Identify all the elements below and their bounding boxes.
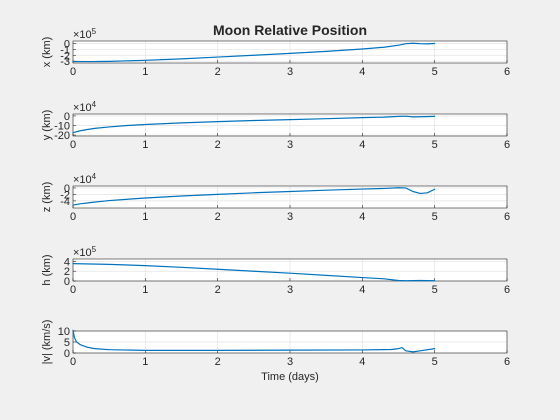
x-tick-label: 2 (215, 284, 221, 296)
y-exponent-power: 4 (92, 172, 97, 181)
x-tick-label: 1 (142, 66, 148, 78)
x-tick-label: 6 (504, 284, 510, 296)
y-exponent-power: 5 (92, 245, 97, 254)
y-tick-label: 5 (64, 337, 70, 349)
x-tick-label: 6 (504, 211, 510, 223)
y-exponent-base: ×10 (73, 174, 92, 186)
y-exponent-base: ×10 (73, 29, 92, 41)
y-tick-label: -1 (60, 44, 70, 56)
x-tick-label: 3 (287, 356, 293, 368)
x-tick-label: 6 (504, 66, 510, 78)
x-tick-label: 3 (287, 66, 293, 78)
y-tick-label: 2 (64, 266, 70, 278)
x-tick-label: 2 (215, 356, 221, 368)
y-tick-label: -2 (60, 50, 70, 62)
x-tick-label: 0 (70, 356, 76, 368)
x-tick-label: 1 (142, 356, 148, 368)
y-tick-label: 0 (64, 38, 70, 50)
y-tick-label: -4 (60, 196, 70, 208)
x-tick-label: 3 (287, 139, 293, 151)
y-tick-label: 0 (64, 276, 70, 288)
x-tick-label: 0 (70, 139, 76, 151)
y-axis-label: x (km) (41, 37, 53, 68)
x-tick-label: 4 (359, 66, 365, 78)
x-tick-label: 4 (359, 139, 365, 151)
y-axis-label: z (km) (41, 182, 53, 213)
y-tick-label: 0 (64, 111, 70, 123)
y-tick-label: -10 (54, 120, 70, 132)
y-tick-label: -3 (60, 56, 70, 68)
y-exponent-label: ×105 (73, 27, 97, 41)
y-exponent-base: ×10 (73, 102, 92, 114)
y-tick-label: -20 (54, 130, 70, 142)
series-line-1 (72, 115, 436, 134)
y-tick-label: 0 (64, 183, 70, 195)
x-tick-label: 2 (215, 139, 221, 151)
x-tick-label: 1 (142, 139, 148, 151)
y-exponent-base: ×10 (73, 247, 92, 259)
x-tick-label: 5 (432, 66, 438, 78)
x-tick-label: 0 (70, 211, 76, 223)
y-exponent-power: 4 (92, 100, 97, 109)
y-tick-label: 0 (64, 348, 70, 360)
y-exponent-power: 5 (92, 27, 97, 36)
x-tick-label: 4 (359, 211, 365, 223)
x-tick-label: 5 (432, 284, 438, 296)
y-tick-label: 4 (64, 256, 70, 268)
y-axis-label: y (km) (41, 110, 53, 141)
x-tick-label: 4 (359, 284, 365, 296)
figure-title: Moon Relative Position (213, 22, 367, 38)
y-axis-label: |v| (km/s) (41, 320, 53, 365)
y-exponent-label: ×104 (73, 100, 97, 114)
series-line-1 (72, 263, 436, 282)
x-tick-label: 5 (432, 356, 438, 368)
x-axis-label: Time (days) (261, 371, 319, 383)
x-tick-label: 2 (215, 211, 221, 223)
y-tick-label: 10 (58, 326, 70, 338)
x-tick-label: 6 (504, 356, 510, 368)
y-tick-label: -2 (60, 189, 70, 201)
x-tick-label: 0 (70, 284, 76, 296)
x-tick-label: 4 (359, 356, 365, 368)
x-tick-label: 5 (432, 211, 438, 223)
x-tick-label: 0 (70, 66, 76, 78)
y-exponent-label: ×104 (73, 172, 97, 186)
x-tick-label: 6 (504, 139, 510, 151)
series-line-1 (72, 329, 436, 353)
x-tick-label: 1 (142, 284, 148, 296)
x-tick-label: 5 (432, 139, 438, 151)
x-tick-label: 3 (287, 211, 293, 223)
x-tick-label: 3 (287, 284, 293, 296)
x-tick-label: 1 (142, 211, 148, 223)
y-exponent-label: ×105 (73, 245, 97, 259)
x-tick-label: 2 (215, 66, 221, 78)
y-axis-label: h (km) (41, 254, 53, 285)
series-line-1 (72, 187, 436, 206)
series-line-1 (72, 42, 436, 63)
